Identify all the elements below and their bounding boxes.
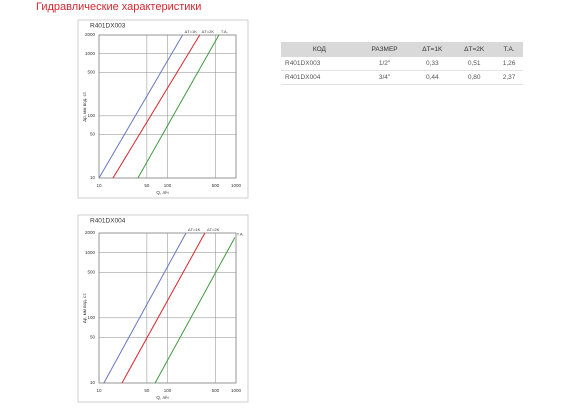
y-tick-label: 1000: [85, 250, 96, 255]
series-label: ΔT=2K: [202, 29, 215, 34]
data-table: КОД РАЗМЕР ΔT=1K ΔT=2K T.A. R401DX003 1/…: [281, 42, 523, 85]
x-tick-label: 50: [144, 388, 150, 393]
cell: R401DX004: [281, 70, 358, 85]
x-tick-label: 500: [212, 183, 220, 188]
y-tick-label: 500: [87, 269, 95, 274]
y-tick-label: 100: [87, 113, 95, 118]
cell: R401DX003: [281, 57, 358, 71]
y-tick-label: 2000: [85, 230, 96, 235]
series-label: ΔT=2K: [207, 227, 220, 232]
series-label: ΔT=1K: [188, 227, 201, 232]
x-tick-label: 100: [164, 183, 172, 188]
chart-frame: [77, 19, 249, 199]
series-line: [121, 232, 206, 384]
y-tick-label: 10: [90, 175, 96, 180]
chart-title: R401DX004: [90, 218, 126, 225]
x-tick-label: 1000: [231, 183, 242, 188]
series-line: [154, 237, 236, 384]
table-row: R401DX004 3/4" 0,44 0,80 2,37: [281, 70, 523, 85]
header-cell: T.A.: [495, 42, 523, 57]
series-label: ΔT=1K: [185, 29, 198, 34]
x-tick-label: 100: [164, 388, 172, 393]
cell: 0,80: [453, 70, 496, 85]
y-tick-label: 50: [90, 335, 96, 340]
x-axis-label: Q, л/ч: [156, 395, 169, 400]
y-tick-label: 2000: [85, 32, 96, 37]
series-line: [112, 34, 201, 179]
y-tick-label: 500: [87, 70, 95, 75]
series-label: T.A.: [237, 232, 244, 237]
cell: 0,51: [453, 57, 496, 71]
x-tick-label: 500: [212, 388, 220, 393]
x-tick-label: 10: [96, 388, 102, 393]
table-header: КОД РАЗМЕР ΔT=1K ΔT=2K T.A.: [281, 42, 523, 57]
header-cell: РАЗМЕР: [357, 42, 412, 57]
y-tick-label: 1000: [85, 51, 96, 56]
cell: 0,44: [411, 70, 454, 85]
series-line: [103, 232, 187, 384]
cell: 1,26: [495, 57, 523, 71]
y-tick-label: 50: [90, 132, 96, 137]
y-axis-label: Δp, мм вод. ст.: [82, 293, 87, 323]
cell: 2,37: [495, 70, 523, 85]
y-tick-label: 10: [90, 380, 96, 385]
table-row: R401DX003 1/2" 0,33 0,51 1,26: [281, 57, 523, 71]
series-line: [98, 34, 184, 179]
x-axis-label: Q, л/ч: [156, 190, 169, 195]
series-label: T.A.: [221, 29, 228, 34]
cell: 1/2": [357, 57, 412, 71]
x-tick-label: 1000: [231, 388, 242, 393]
chart-title: R401DX003: [90, 23, 126, 30]
cell: 3/4": [357, 70, 412, 85]
header-cell: ΔT=1K: [411, 42, 454, 57]
x-tick-label: 50: [144, 183, 150, 188]
page-title: Гидравлические характеристики: [36, 1, 202, 13]
header-cell: КОД: [281, 42, 358, 57]
header-cell: ΔT=2K: [453, 42, 496, 57]
y-axis-label: Δp, мм вод. ст.: [82, 91, 87, 121]
x-tick-label: 10: [96, 183, 102, 188]
series-line: [137, 34, 220, 179]
cell: 0,33: [411, 57, 454, 71]
y-tick-label: 100: [87, 315, 95, 320]
